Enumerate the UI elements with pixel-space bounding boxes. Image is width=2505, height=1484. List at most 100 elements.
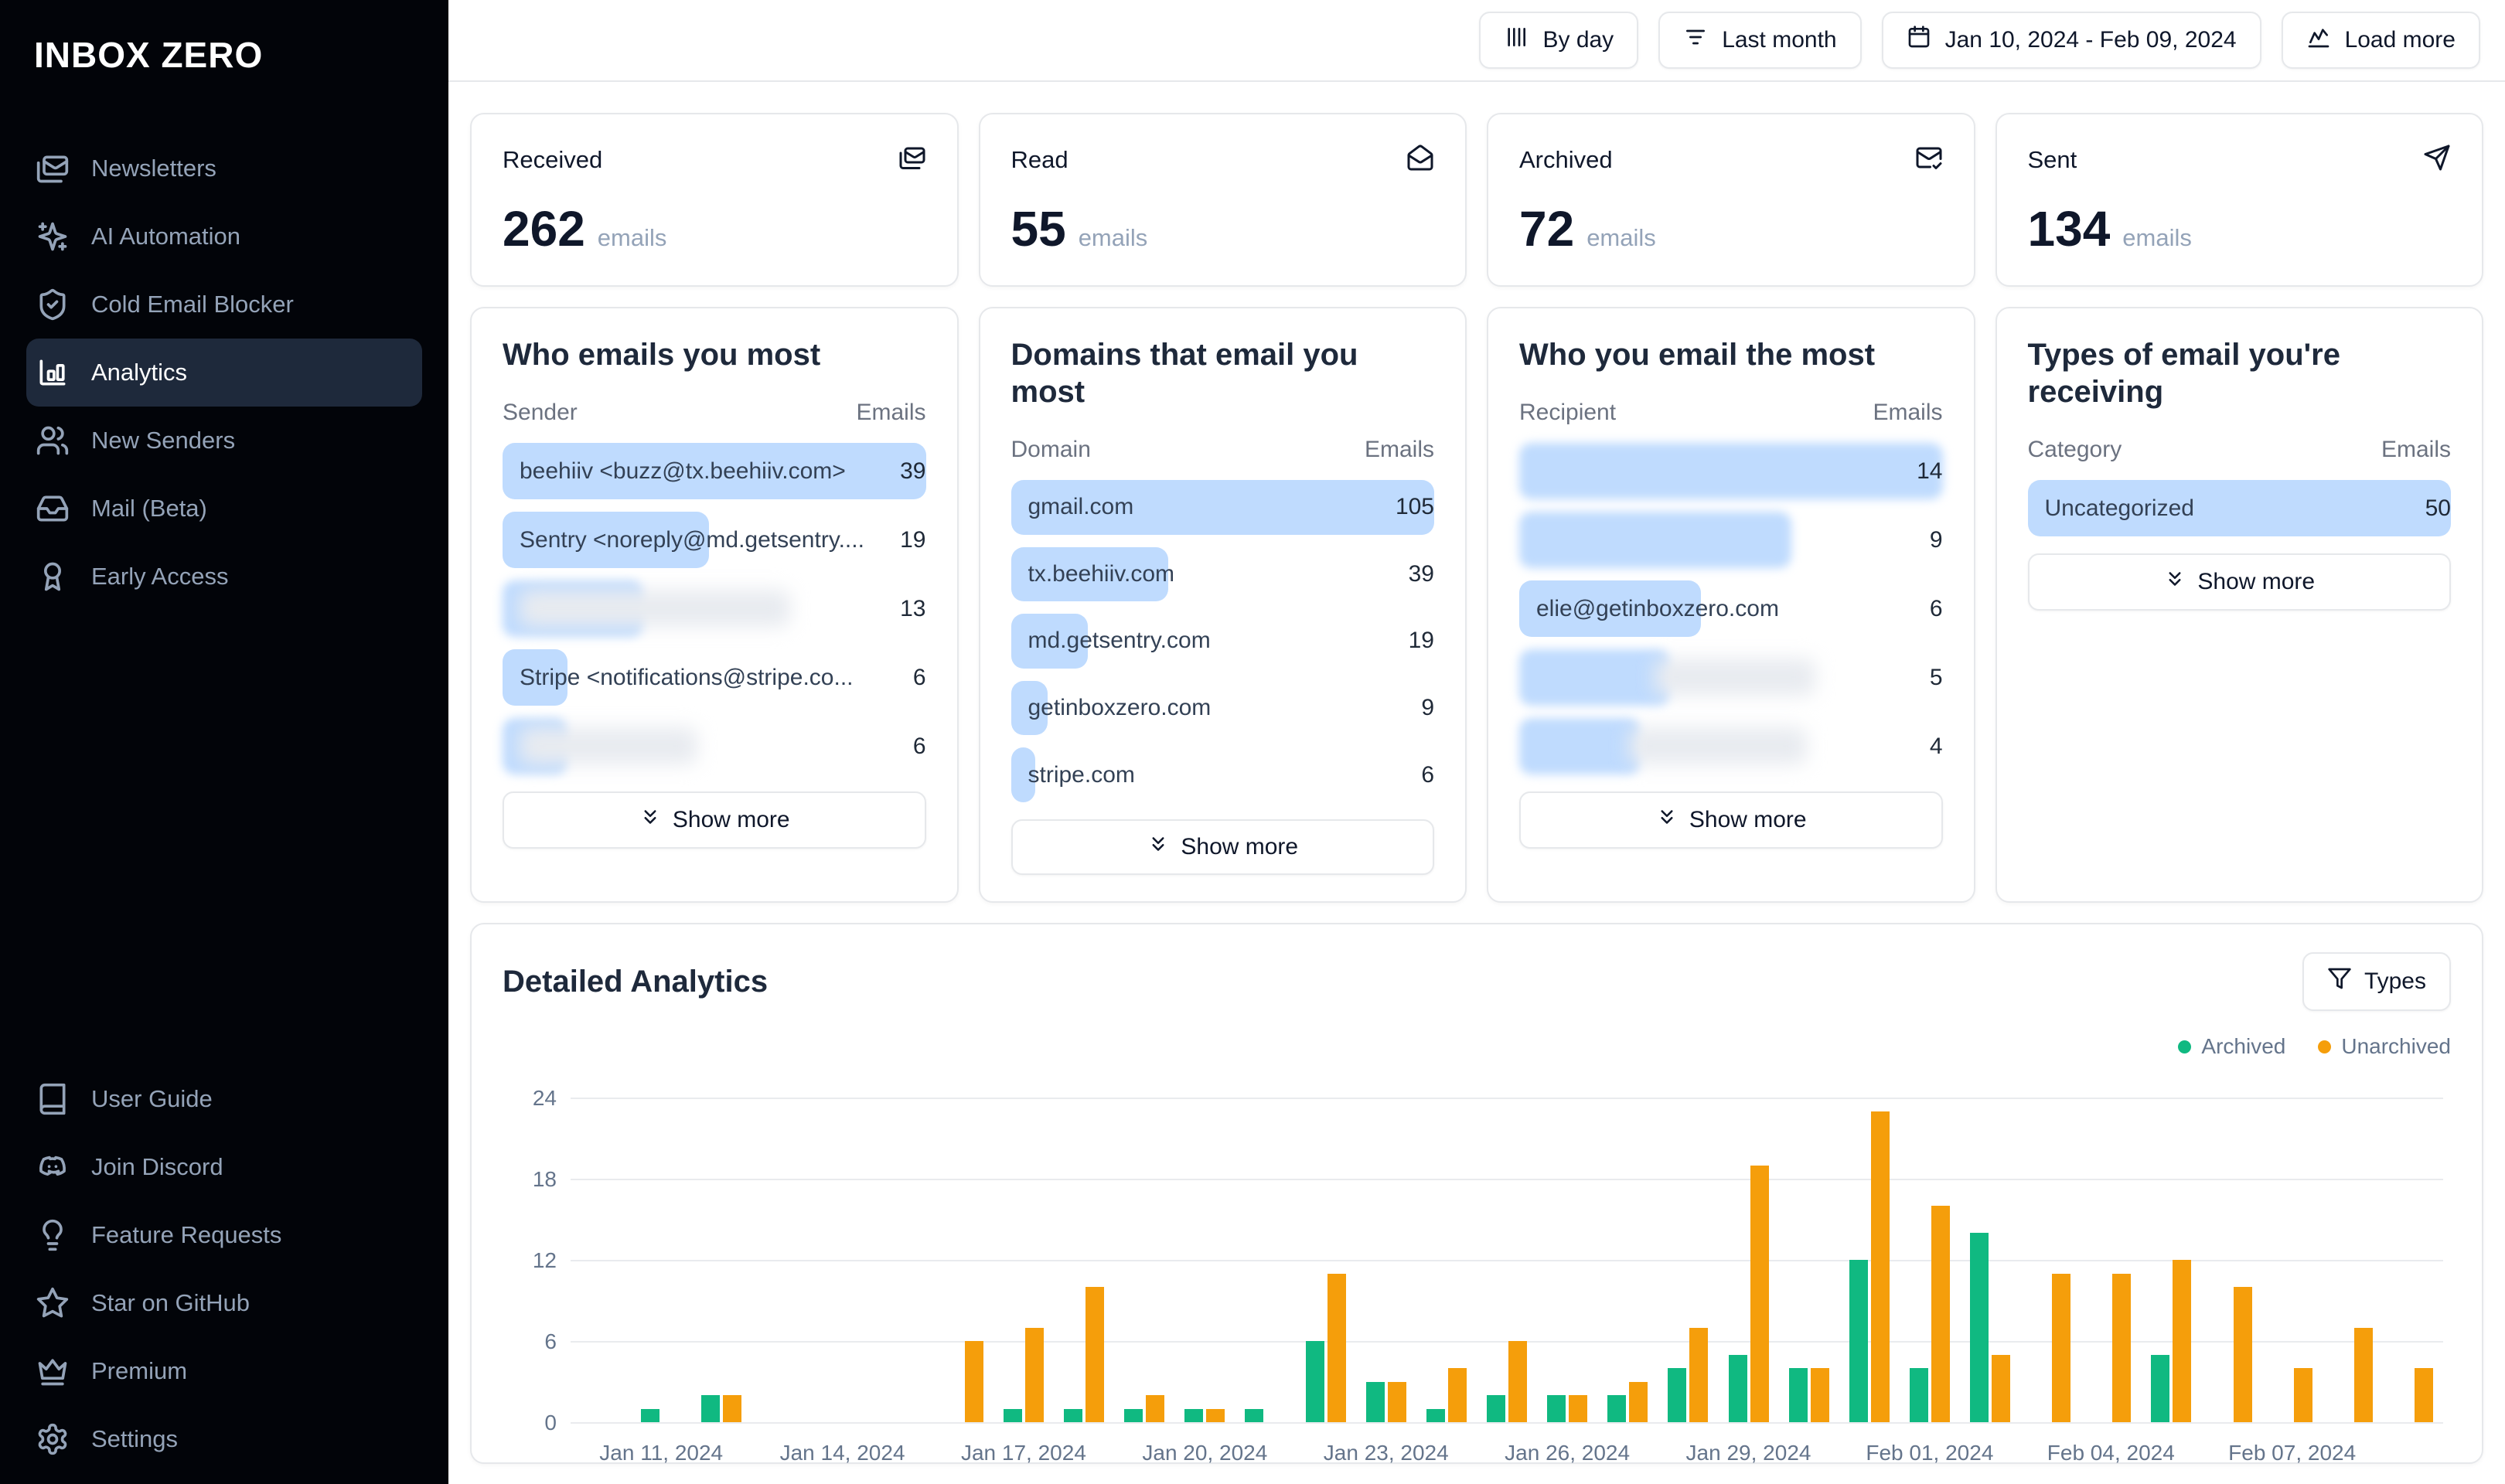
chart-bar-archived	[1607, 1395, 1627, 1422]
redacted-blob	[1655, 659, 1816, 696]
x-axis-tick-label: Feb 07, 2024	[2228, 1441, 2357, 1465]
row-label: Uncategorized	[2044, 495, 2194, 521]
stat-label: Read	[1011, 145, 1068, 173]
archived-legend-dot	[2178, 1040, 2192, 1053]
table-row-redacted: 6	[503, 712, 926, 781]
chart-bar-unarchived	[1508, 1341, 1527, 1422]
load-more-label: Load more	[2344, 27, 2456, 53]
stat-card-read: Read 55 emails	[978, 113, 1467, 287]
table-row-redacted: 14	[1519, 437, 1943, 505]
legend-item-unarchived: Unarchived	[2318, 1034, 2451, 1059]
sidebar-item-join-discord[interactable]: Join Discord	[0, 1133, 448, 1201]
sidebar-item-mail-beta[interactable]: Mail (Beta)	[0, 475, 448, 543]
sidebar-item-settings[interactable]: Settings	[0, 1405, 448, 1473]
sidebar-item-label: Analytics	[91, 359, 188, 386]
funnel-icon	[2327, 966, 2352, 997]
x-axis-tick-label: Jan 29, 2024	[1685, 1441, 1811, 1465]
show-more-label: Show more	[1689, 807, 1807, 832]
book-icon	[36, 1082, 70, 1116]
y-axis-tick-label: 6	[544, 1329, 557, 1353]
sidebar-item-label: Newsletters	[91, 155, 216, 182]
columns-icon	[1504, 25, 1529, 56]
mail-open-icon	[1406, 144, 1434, 175]
chart-bar-unarchived	[2112, 1273, 2132, 1422]
domains-that-email-you-most-card: Domains that email you most Domain Email…	[978, 307, 1467, 903]
chart-bar-archived	[1305, 1341, 1324, 1422]
legend-item-archived: Archived	[2178, 1034, 2285, 1059]
chart-bar-unarchived	[1086, 1287, 1105, 1422]
chart-icon	[2306, 25, 2331, 56]
table-row: getinboxzero.com 9	[1011, 675, 1434, 742]
stat-value: 134	[2027, 201, 2111, 257]
row-value: 39	[1408, 560, 1434, 587]
sidebar-item-premium[interactable]: Premium	[0, 1337, 448, 1405]
table-row: Stripe <notifications@stripe.co... 6	[503, 643, 926, 712]
sidebar-item-newsletters[interactable]: Newsletters	[0, 134, 448, 203]
stat-value: 72	[1519, 201, 1575, 257]
redacted-blob	[519, 590, 791, 627]
x-axis-tick-label: Jan 26, 2024	[1505, 1441, 1631, 1465]
last-month-button[interactable]: Last month	[1658, 12, 1862, 69]
gridline	[571, 1422, 2443, 1424]
table-row-redacted: 13	[503, 574, 926, 643]
show-more-button[interactable]: Show more	[2027, 553, 2451, 611]
sidebar-item-early-access[interactable]: Early Access	[0, 543, 448, 611]
legend-label: Unarchived	[2341, 1034, 2451, 1058]
sidebar-item-user-guide[interactable]: User Guide	[0, 1065, 448, 1133]
by-day-button[interactable]: By day	[1479, 12, 1639, 69]
date-range-label: Jan 10, 2024 - Feb 09, 2024	[1944, 27, 2237, 53]
tables-row: Who emails you most Sender Emails beehii…	[470, 307, 2483, 903]
date-range-button[interactable]: Jan 10, 2024 - Feb 09, 2024	[1881, 12, 2261, 69]
sidebar-item-cold-email-blocker[interactable]: Cold Email Blocker	[0, 271, 448, 339]
chart-bar-unarchived	[2052, 1273, 2071, 1422]
who-emails-you-most-card: Who emails you most Sender Emails beehii…	[470, 307, 959, 903]
gear-icon	[36, 1422, 70, 1456]
stat-card-archived: Archived 72 emails	[1487, 113, 1975, 287]
sidebar-item-analytics[interactable]: Analytics	[26, 339, 422, 407]
load-more-button[interactable]: Load more	[2281, 12, 2480, 69]
detailed-analytics-title: Detailed Analytics	[503, 964, 769, 999]
x-axis-tick-label: Jan 20, 2024	[1142, 1441, 1268, 1465]
sidebar-item-label: User Guide	[91, 1085, 213, 1112]
chart-bar-archived	[641, 1408, 660, 1422]
table-row: tx.beehiiv.com 39	[1011, 541, 1434, 608]
x-axis-tick-label: Feb 04, 2024	[2047, 1441, 2175, 1465]
chart-bar-unarchived	[723, 1395, 742, 1422]
show-more-label: Show more	[2197, 569, 2316, 594]
chart-legend: Archived Unarchived	[503, 1034, 2451, 1059]
table-row-redacted: 4	[1519, 712, 1943, 781]
card-title: Types of email you're receiving	[2027, 338, 2340, 409]
chart-bar-unarchived	[1810, 1368, 1829, 1422]
users-icon	[36, 424, 70, 458]
show-more-button[interactable]: Show more	[1011, 819, 1434, 875]
show-more-button[interactable]: Show more	[1519, 791, 1943, 849]
send-icon	[2423, 144, 2451, 175]
calendar-icon	[1907, 25, 1931, 56]
sidebar-item-star-on-github[interactable]: Star on GitHub	[0, 1269, 448, 1337]
chart-bar-archived	[1003, 1408, 1022, 1422]
chevrons-down-icon	[2163, 567, 2186, 597]
row-value: 19	[1408, 628, 1434, 654]
chart-bar-archived	[1788, 1368, 1808, 1422]
chevrons-down-icon	[1147, 832, 1170, 862]
sidebar-item-new-senders[interactable]: New Senders	[0, 407, 448, 475]
by-day-label: By day	[1542, 27, 1614, 53]
chart-bar-unarchived	[2293, 1368, 2312, 1422]
row-value: 4	[1929, 733, 1943, 759]
y-axis-tick-label: 0	[544, 1411, 557, 1435]
sidebar-item-feature-requests[interactable]: Feature Requests	[0, 1201, 448, 1269]
chart-bar-archived	[1365, 1381, 1385, 1422]
sidebar-item-label: Premium	[91, 1357, 188, 1384]
sidebar: INBOX ZERO Newsletters AI Automation Col…	[0, 0, 448, 1484]
types-filter-button[interactable]: Types	[2302, 952, 2451, 1011]
row-label: getinboxzero.com	[1028, 695, 1212, 721]
row-value: 6	[912, 733, 926, 759]
row-value: 19	[900, 526, 926, 553]
show-more-label: Show more	[1181, 833, 1299, 859]
column-header-domain: Domain	[1011, 437, 1091, 462]
sidebar-item-ai-automation[interactable]: AI Automation	[0, 203, 448, 271]
chart-bar-archived	[1970, 1233, 1989, 1422]
show-more-button[interactable]: Show more	[503, 791, 926, 849]
types-filter-label: Types	[2364, 968, 2426, 994]
chart-bar-archived	[1426, 1408, 1445, 1422]
